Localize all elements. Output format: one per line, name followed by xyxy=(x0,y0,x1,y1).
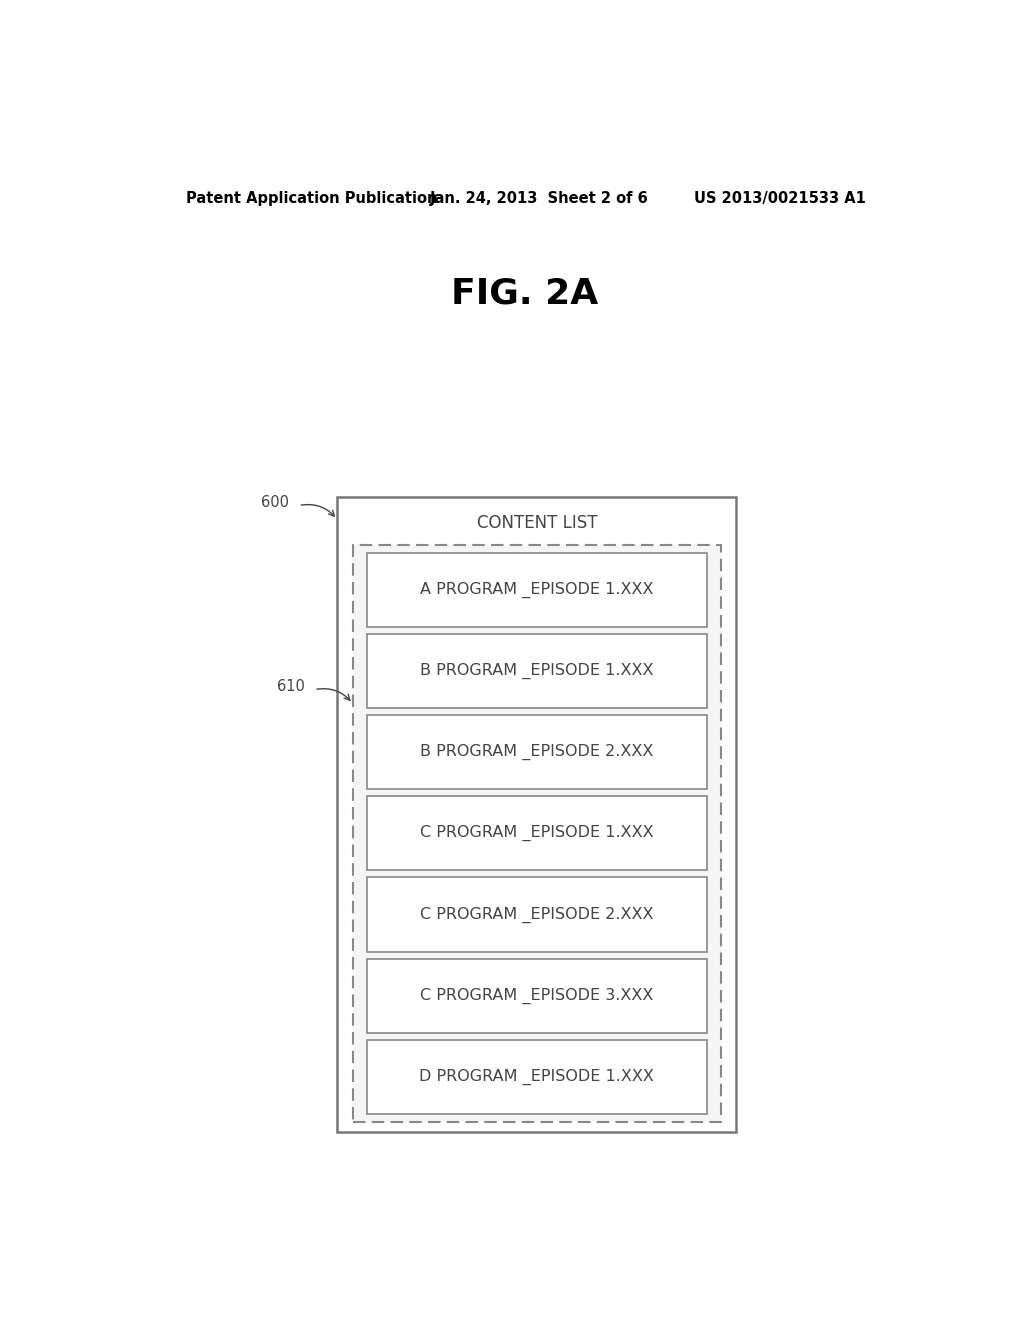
Text: Patent Application Publication: Patent Application Publication xyxy=(186,191,437,206)
Text: CONTENT LIST: CONTENT LIST xyxy=(476,515,597,532)
Bar xyxy=(367,634,707,708)
Bar xyxy=(352,545,721,1122)
Text: B PROGRAM _EPISODE 2.XXX: B PROGRAM _EPISODE 2.XXX xyxy=(420,744,653,760)
Text: A PROGRAM _EPISODE 1.XXX: A PROGRAM _EPISODE 1.XXX xyxy=(420,582,653,598)
Bar xyxy=(337,498,736,1133)
Bar xyxy=(367,715,707,789)
Text: FIG. 2A: FIG. 2A xyxy=(452,276,598,310)
Text: C PROGRAM _EPISODE 1.XXX: C PROGRAM _EPISODE 1.XXX xyxy=(420,825,653,841)
Bar xyxy=(367,878,707,952)
Text: 610: 610 xyxy=(276,678,305,694)
Text: C PROGRAM _EPISODE 3.XXX: C PROGRAM _EPISODE 3.XXX xyxy=(420,987,653,1003)
Bar xyxy=(367,1040,707,1114)
Text: Jan. 24, 2013  Sheet 2 of 6: Jan. 24, 2013 Sheet 2 of 6 xyxy=(430,191,649,206)
Text: D PROGRAM _EPISODE 1.XXX: D PROGRAM _EPISODE 1.XXX xyxy=(420,1069,654,1085)
Text: C PROGRAM _EPISODE 2.XXX: C PROGRAM _EPISODE 2.XXX xyxy=(420,907,653,923)
Bar xyxy=(367,553,707,627)
Bar xyxy=(367,796,707,870)
Bar xyxy=(367,958,707,1032)
Text: 600: 600 xyxy=(261,495,289,510)
Text: B PROGRAM _EPISODE 1.XXX: B PROGRAM _EPISODE 1.XXX xyxy=(420,663,653,678)
Text: US 2013/0021533 A1: US 2013/0021533 A1 xyxy=(693,191,865,206)
